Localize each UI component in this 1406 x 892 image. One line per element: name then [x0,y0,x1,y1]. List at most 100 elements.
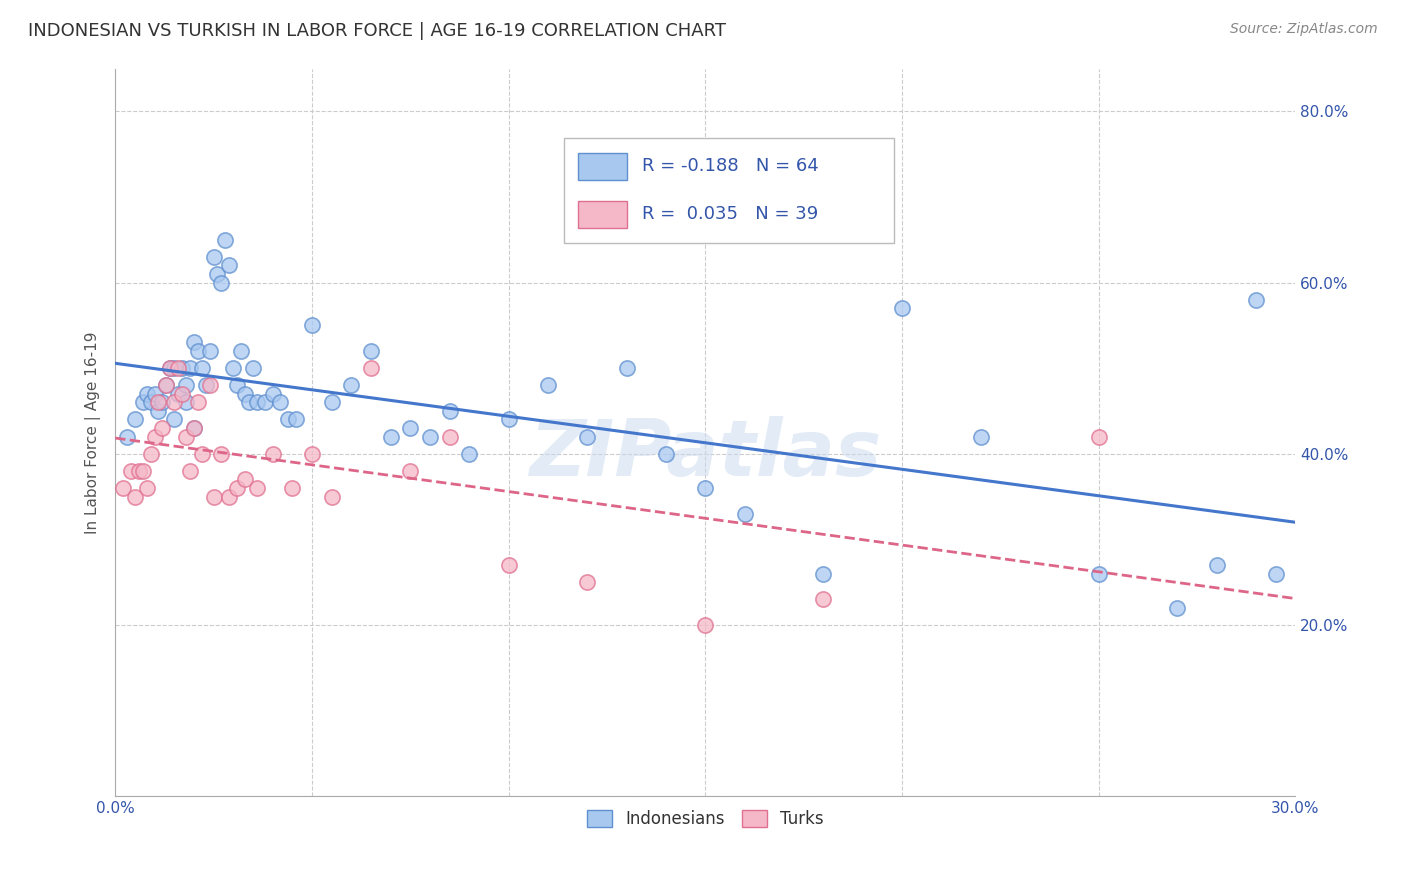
Point [183,421,205,435]
Point [246,395,269,409]
Point [209,447,232,461]
Point [135,481,157,495]
Point [155,378,177,392]
Point [112,481,135,495]
Point [226,378,249,392]
Point [269,395,291,409]
Point [238,395,260,409]
Point [190,361,212,376]
Point [277,412,299,426]
Text: Source: ZipAtlas.com: Source: ZipAtlas.com [1230,22,1378,37]
Point [439,404,461,418]
Point [148,404,170,418]
Point [233,386,256,401]
Point [167,361,190,376]
Point [458,447,481,461]
Point [202,490,225,504]
Point [891,301,914,316]
Point [498,412,520,426]
Point [321,395,343,409]
Point [1264,566,1286,581]
Point [174,429,197,443]
Point [174,378,197,392]
Point [439,429,461,443]
FancyBboxPatch shape [564,137,894,244]
Point [152,421,174,435]
Point [124,412,146,426]
Point [399,421,422,435]
Point [498,558,520,572]
Y-axis label: In Labor Force | Age 16-19: In Labor Force | Age 16-19 [86,331,101,533]
Point [380,429,402,443]
Point [132,395,155,409]
Point [253,395,276,409]
Point [1205,558,1227,572]
Text: R = -0.188   N = 64: R = -0.188 N = 64 [641,157,818,176]
Point [576,429,599,443]
Point [242,361,264,376]
Point [813,592,835,607]
Point [155,378,177,392]
Point [139,447,162,461]
Legend: Indonesians, Turks: Indonesians, Turks [581,804,830,835]
Point [143,429,166,443]
Point [179,361,201,376]
Point [183,421,205,435]
Point [222,361,245,376]
Point [143,386,166,401]
Point [226,481,249,495]
Point [148,395,170,409]
FancyBboxPatch shape [578,201,627,228]
Point [163,361,186,376]
Point [419,429,441,443]
Point [139,395,162,409]
Point [218,490,240,504]
Point [132,464,155,478]
Point [214,233,236,247]
Point [813,566,835,581]
Point [187,343,209,358]
Point [655,447,678,461]
Point [285,412,308,426]
Point [1166,600,1188,615]
Point [301,447,323,461]
Point [1087,566,1109,581]
Point [207,267,229,281]
Point [179,464,201,478]
Point [190,447,212,461]
Point [167,386,190,401]
Point [163,412,186,426]
Point [360,343,382,358]
Point [198,343,221,358]
Point [187,395,209,409]
Point [576,575,599,590]
Point [537,378,560,392]
Point [163,395,186,409]
Point [194,378,217,392]
Point [246,481,269,495]
Point [152,395,174,409]
Point [135,386,157,401]
Point [202,250,225,264]
Point [183,335,205,350]
Point [159,361,181,376]
Point [128,464,150,478]
Point [124,490,146,504]
Point [170,386,193,401]
Point [340,378,363,392]
Point [229,343,252,358]
Point [970,429,993,443]
Point [209,276,232,290]
Point [218,259,240,273]
Text: ZIPatlas: ZIPatlas [529,417,882,492]
Text: R =  0.035   N = 39: R = 0.035 N = 39 [641,205,818,223]
Point [695,618,717,632]
Point [281,481,304,495]
Point [120,464,142,478]
Point [262,447,284,461]
Point [321,490,343,504]
Point [174,395,197,409]
Point [233,472,256,486]
Point [1087,429,1109,443]
Point [301,318,323,333]
